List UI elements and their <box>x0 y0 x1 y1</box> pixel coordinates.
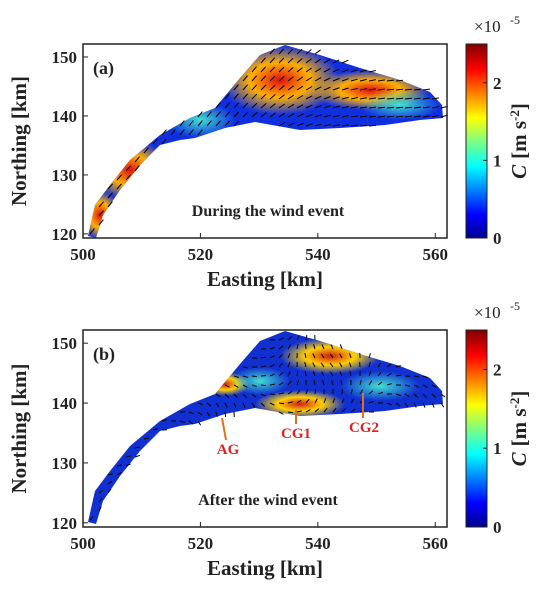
colorbar-label: C [m s-2] <box>507 103 532 179</box>
colorbar-label-part: -2 <box>507 398 522 409</box>
arrow <box>378 116 385 117</box>
site-label: CG2 <box>349 420 379 436</box>
colorbar-label-text: C [m s-2] <box>507 103 532 179</box>
colorbar-multiplier-exponent: -5 <box>510 299 520 313</box>
colorbar-tick-label: 0 <box>493 518 502 537</box>
colorbar-label-text: C [m s-2] <box>507 391 532 467</box>
colorbar-label-part: [m s <box>507 408 531 446</box>
site-label: AG <box>217 442 240 458</box>
y-axis-label: Northing [km] <box>7 363 31 493</box>
y-tick-label: 120 <box>52 514 78 533</box>
colorbar <box>466 330 487 527</box>
arrow <box>261 375 266 376</box>
panel-label: (a) <box>93 58 114 79</box>
x-axis-label: Easting [km] <box>207 267 323 291</box>
y-tick-label: 120 <box>52 225 78 244</box>
x-axis-label: Easting [km] <box>207 556 323 580</box>
arrow <box>288 412 293 413</box>
colorbar-label-part: [m s <box>507 121 531 159</box>
colorbar <box>466 44 487 238</box>
colorbar-label: C [m s-2] <box>507 391 532 467</box>
y-tick-label: 150 <box>52 48 78 67</box>
colorbar-tick-label: 2 <box>493 74 502 93</box>
colorbar-label-part: C <box>507 164 531 179</box>
x-tick-label: 540 <box>305 534 331 553</box>
panel-label: (b) <box>93 344 115 365</box>
arrow <box>423 89 430 90</box>
x-tick-label: 500 <box>70 534 96 553</box>
colorbar-tick-label: 2 <box>493 360 502 379</box>
arrow <box>405 89 412 90</box>
colorbar-label-part: ] <box>507 103 531 110</box>
arrow <box>315 50 321 54</box>
colorbar-label-part: ] <box>507 391 531 398</box>
y-tick-label: 130 <box>52 166 78 185</box>
arrow <box>225 412 226 417</box>
arrow <box>387 116 394 117</box>
x-tick-label: 560 <box>423 245 449 264</box>
y-tick-label: 130 <box>52 454 78 473</box>
arrow <box>252 376 257 377</box>
arrow <box>261 385 266 386</box>
colorbar-multiplier: ×10 <box>474 17 501 36</box>
arrow <box>315 389 316 394</box>
arrow <box>387 107 394 108</box>
y-tick-label: 140 <box>52 394 78 413</box>
colorbar-tick-label: 1 <box>493 151 502 170</box>
colorbar-multiplier-exponent: -5 <box>510 13 520 27</box>
arrow <box>279 403 284 404</box>
colorbar-multiplier: ×10 <box>474 303 501 322</box>
x-tick-label: 500 <box>70 245 96 264</box>
arrow <box>396 107 403 108</box>
x-tick-label: 560 <box>423 534 449 553</box>
x-tick-label: 540 <box>305 245 331 264</box>
y-tick-label: 150 <box>52 334 78 353</box>
y-axis-label: Northing [km] <box>7 76 31 206</box>
arrow <box>270 394 275 395</box>
arrow <box>396 98 403 99</box>
colorbar-tick-label: 1 <box>493 439 502 458</box>
colorbar-tick-label: 0 <box>493 229 502 248</box>
colorbar-label-part: C <box>507 451 531 466</box>
annotation: During the wind event <box>192 203 345 220</box>
x-tick-label: 520 <box>188 245 214 264</box>
arrow <box>342 60 348 63</box>
site-label: CG1 <box>281 426 311 442</box>
colorbar-label-part: -2 <box>507 110 522 121</box>
y-tick-label: 140 <box>52 107 78 126</box>
x-tick-label: 520 <box>188 534 214 553</box>
arrow <box>297 371 298 376</box>
annotation: After the wind event <box>198 492 338 509</box>
